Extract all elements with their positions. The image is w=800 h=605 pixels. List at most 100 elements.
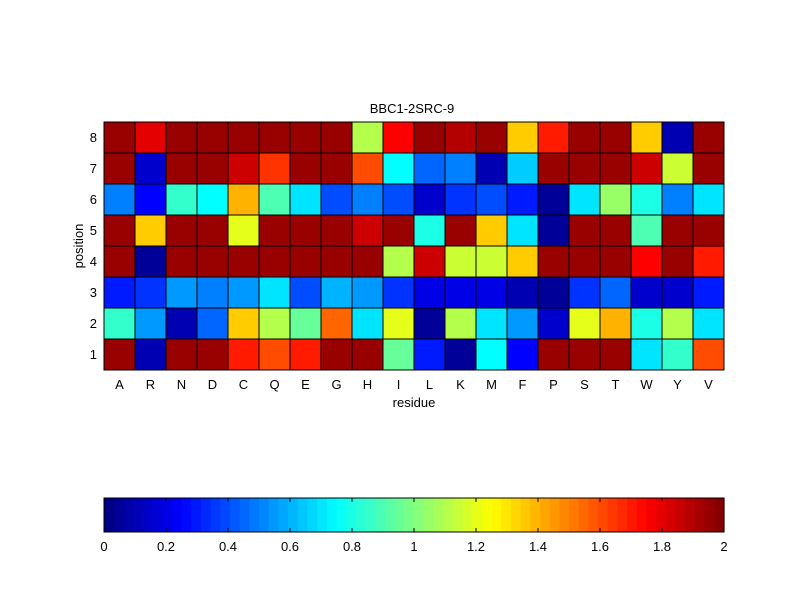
colorbar-swatch	[443, 498, 454, 532]
colorbar-tick-label: 0.2	[157, 539, 175, 554]
x-tick-label: K	[456, 377, 465, 392]
heatmap-cell	[599, 152, 632, 185]
colorbar-swatch	[171, 498, 183, 532]
colorbar-tick-label: 2	[720, 539, 727, 554]
y-tick-label: 7	[90, 161, 97, 176]
heatmap-cell	[630, 214, 663, 247]
heatmap-cell	[134, 183, 167, 216]
heatmap-cell	[537, 276, 570, 309]
colorbar-swatch	[162, 498, 173, 532]
colorbar-swatch	[617, 498, 628, 532]
heatmap-cell	[692, 121, 725, 154]
heatmap-cell	[506, 214, 539, 247]
colorbar-swatch	[104, 498, 115, 532]
heatmap-cell	[661, 307, 694, 340]
colorbar-swatch	[210, 498, 221, 532]
heatmap-cell	[382, 214, 415, 247]
heatmap-cell	[413, 152, 446, 185]
heatmap-cell	[413, 214, 446, 247]
heatmap-cell	[537, 152, 570, 185]
x-tick-label: R	[146, 377, 155, 392]
colorbar-tick-label: 1.4	[529, 539, 547, 554]
heatmap-cell	[444, 152, 477, 185]
colorbar-swatch	[355, 498, 367, 532]
colorbar-swatch	[694, 498, 706, 532]
heatmap-cell	[382, 338, 415, 371]
heatmap-cell	[196, 307, 229, 340]
heatmap-cell	[196, 276, 229, 309]
heatmap-cell	[475, 307, 508, 340]
colorbar-swatch	[627, 498, 638, 532]
colorbar-swatch	[113, 498, 124, 532]
heatmap-cell	[444, 338, 477, 371]
heatmap-cell	[506, 152, 539, 185]
heatmap-cell	[661, 183, 694, 216]
heatmap-cell	[599, 276, 632, 309]
colorbar-swatch	[510, 498, 522, 532]
colorbar-swatch	[142, 498, 154, 532]
x-tick-label: P	[549, 377, 558, 392]
colorbar-swatch	[229, 498, 241, 532]
heatmap-cell	[320, 121, 353, 154]
colorbar-swatch	[123, 498, 134, 532]
heatmap-cell	[134, 338, 167, 371]
x-tick-label: T	[612, 377, 620, 392]
heatmap-cell	[103, 152, 136, 185]
x-tick-label: C	[239, 377, 248, 392]
plot-frame	[103, 121, 725, 371]
heatmap-cell	[258, 307, 291, 340]
heatmap-cell	[661, 152, 694, 185]
colorbar-swatch	[414, 498, 425, 532]
heatmap-cell	[506, 307, 539, 340]
y-tick-label: 6	[90, 192, 97, 207]
heatmap-cell	[351, 276, 384, 309]
heatmap-cell	[475, 183, 508, 216]
heatmap-cell	[630, 152, 663, 185]
heatmap-cell	[382, 276, 415, 309]
heatmap-cell	[413, 245, 446, 278]
x-tick-label: I	[397, 377, 401, 392]
colorbar-tick-label: 1	[410, 539, 417, 554]
heatmap-cell	[351, 121, 384, 154]
heatmap-cell	[165, 245, 198, 278]
colorbar-swatch	[530, 498, 541, 532]
colorbar-tick-label: 1.2	[467, 539, 485, 554]
x-tick-label: E	[301, 377, 310, 392]
heatmap-cell	[692, 245, 725, 278]
heatmap-cell	[320, 152, 353, 185]
colorbar-tick-label: 1.8	[653, 539, 671, 554]
heatmap-cell	[599, 307, 632, 340]
heatmap-cell	[196, 245, 229, 278]
colorbar-swatch	[317, 498, 328, 532]
colorbar-swatch	[569, 498, 580, 532]
heatmap-cell	[661, 245, 694, 278]
colorbar-swatch	[675, 498, 686, 532]
x-tick-label: Y	[673, 377, 682, 392]
colorbar-swatch	[297, 498, 309, 532]
colorbar-swatch	[307, 498, 318, 532]
colorbar-swatch	[598, 498, 609, 532]
heatmap-cell	[227, 307, 260, 340]
heatmap-cell	[537, 183, 570, 216]
heatmap-cell	[692, 214, 725, 247]
heatmap-cell	[289, 307, 322, 340]
x-tick-label: G	[331, 377, 341, 392]
x-tick-label: W	[640, 377, 653, 392]
colorbar-swatch	[384, 498, 396, 532]
colorbar-swatch	[278, 498, 289, 532]
x-tick-label: F	[519, 377, 527, 392]
colorbar-swatch	[588, 498, 599, 532]
heatmap-cell	[506, 121, 539, 154]
heatmap-cell	[661, 121, 694, 154]
colorbar-swatch	[404, 498, 415, 532]
heatmap-cell	[289, 338, 322, 371]
colorbar-swatch	[578, 498, 589, 532]
colorbar-swatch	[520, 498, 531, 532]
colorbar-swatch	[636, 498, 648, 532]
heatmap-cell	[258, 245, 291, 278]
heatmap-cell	[196, 338, 229, 371]
y-tick-labels: 8 7 6 5 4 3 2 1	[90, 130, 97, 362]
heatmap-cell	[661, 214, 694, 247]
heatmap-cell	[320, 245, 353, 278]
